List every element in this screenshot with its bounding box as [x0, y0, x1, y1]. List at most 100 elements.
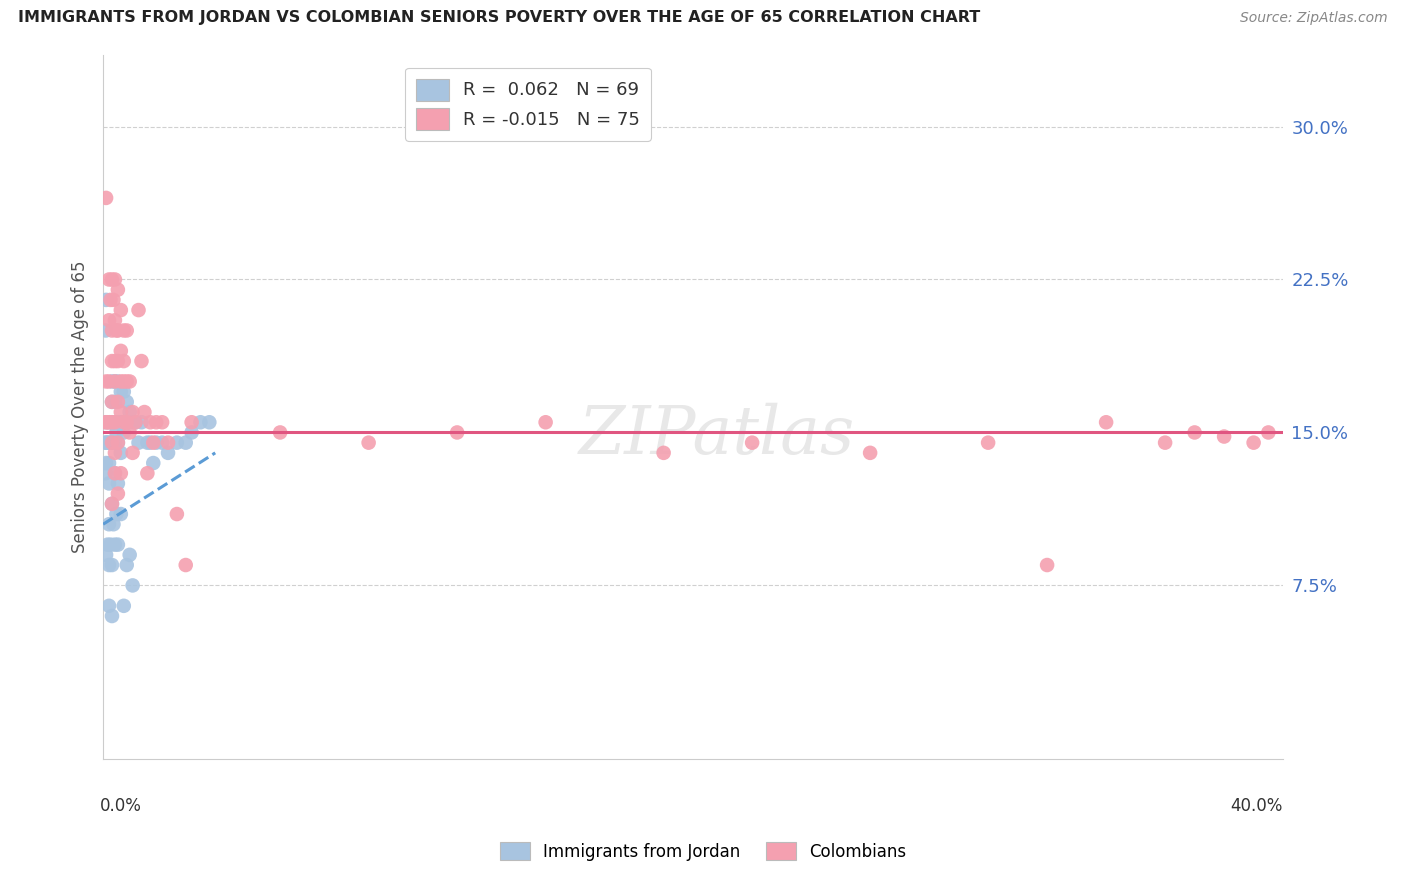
Point: [131, 354, 153, 368]
Point: [104, 354, 127, 368]
Point: [101, 497, 124, 511]
Point: [98, 599, 121, 613]
Point: [108, 415, 131, 429]
Point: [136, 435, 159, 450]
Point: [94, 415, 117, 429]
Point: [190, 415, 212, 429]
Point: [104, 375, 127, 389]
Point: [110, 446, 132, 460]
Point: [110, 467, 132, 481]
Point: [101, 375, 124, 389]
Point: [101, 435, 124, 450]
Point: [107, 283, 129, 297]
Point: [112, 323, 135, 337]
Point: [150, 435, 173, 450]
Point: [101, 395, 124, 409]
Point: [107, 476, 129, 491]
Point: [180, 415, 202, 429]
Point: [128, 435, 150, 450]
Point: [157, 435, 180, 450]
Point: [174, 435, 197, 450]
Point: [110, 375, 132, 389]
Point: [98, 272, 121, 286]
Legend: Immigrants from Jordan, Colombians: Immigrants from Jordan, Colombians: [494, 836, 912, 868]
Point: [100, 293, 122, 307]
Point: [1095, 415, 1118, 429]
Point: [134, 405, 156, 419]
Point: [107, 486, 129, 500]
Point: [115, 323, 138, 337]
Point: [112, 354, 135, 368]
Point: [121, 578, 143, 592]
Point: [105, 507, 128, 521]
Point: [1184, 425, 1206, 440]
Point: [112, 375, 135, 389]
Point: [110, 384, 132, 399]
Point: [96, 415, 118, 429]
Point: [101, 497, 124, 511]
Point: [142, 456, 165, 470]
Point: [859, 446, 882, 460]
Point: [145, 415, 167, 429]
Point: [166, 507, 188, 521]
Point: [94, 191, 117, 205]
Point: [100, 538, 122, 552]
Point: [150, 415, 173, 429]
Point: [1213, 429, 1236, 443]
Point: [121, 415, 143, 429]
Point: [94, 293, 117, 307]
Point: [121, 405, 143, 419]
Point: [110, 415, 132, 429]
Point: [1257, 425, 1279, 440]
Point: [107, 323, 129, 337]
Point: [101, 415, 124, 429]
Point: [104, 467, 127, 481]
Point: [124, 415, 146, 429]
Point: [94, 548, 117, 562]
Point: [94, 435, 117, 450]
Point: [107, 375, 129, 389]
Point: [104, 435, 127, 450]
Point: [180, 425, 202, 440]
Point: [110, 405, 132, 419]
Point: [104, 415, 127, 429]
Point: [103, 293, 125, 307]
Point: [103, 415, 125, 429]
Point: [115, 395, 138, 409]
Point: [107, 538, 129, 552]
Point: [112, 415, 135, 429]
Point: [139, 415, 162, 429]
Point: [98, 558, 121, 572]
Text: IMMIGRANTS FROM JORDAN VS COLOMBIAN SENIORS POVERTY OVER THE AGE OF 65 CORRELATI: IMMIGRANTS FROM JORDAN VS COLOMBIAN SENI…: [18, 11, 980, 25]
Point: [101, 415, 124, 429]
Point: [98, 435, 121, 450]
Point: [98, 476, 121, 491]
Point: [107, 354, 129, 368]
Point: [1243, 435, 1265, 450]
Point: [104, 538, 127, 552]
Point: [112, 599, 135, 613]
Point: [107, 415, 129, 429]
Point: [118, 375, 141, 389]
Point: [94, 415, 117, 429]
Text: Source: ZipAtlas.com: Source: ZipAtlas.com: [1240, 12, 1388, 25]
Point: [269, 425, 291, 440]
Point: [98, 517, 121, 532]
Point: [121, 446, 143, 460]
Point: [104, 395, 127, 409]
Point: [100, 435, 122, 450]
Point: [128, 303, 150, 318]
Point: [96, 538, 118, 552]
Point: [104, 375, 127, 389]
Point: [104, 272, 127, 286]
Point: [98, 313, 121, 327]
Point: [107, 435, 129, 450]
Point: [96, 435, 118, 450]
Legend: R =  0.062   N = 69, R = -0.015   N = 75: R = 0.062 N = 69, R = -0.015 N = 75: [405, 68, 651, 141]
Point: [101, 354, 124, 368]
Point: [98, 415, 121, 429]
Point: [104, 415, 127, 429]
Point: [166, 435, 188, 450]
Point: [118, 405, 141, 419]
Point: [112, 384, 135, 399]
